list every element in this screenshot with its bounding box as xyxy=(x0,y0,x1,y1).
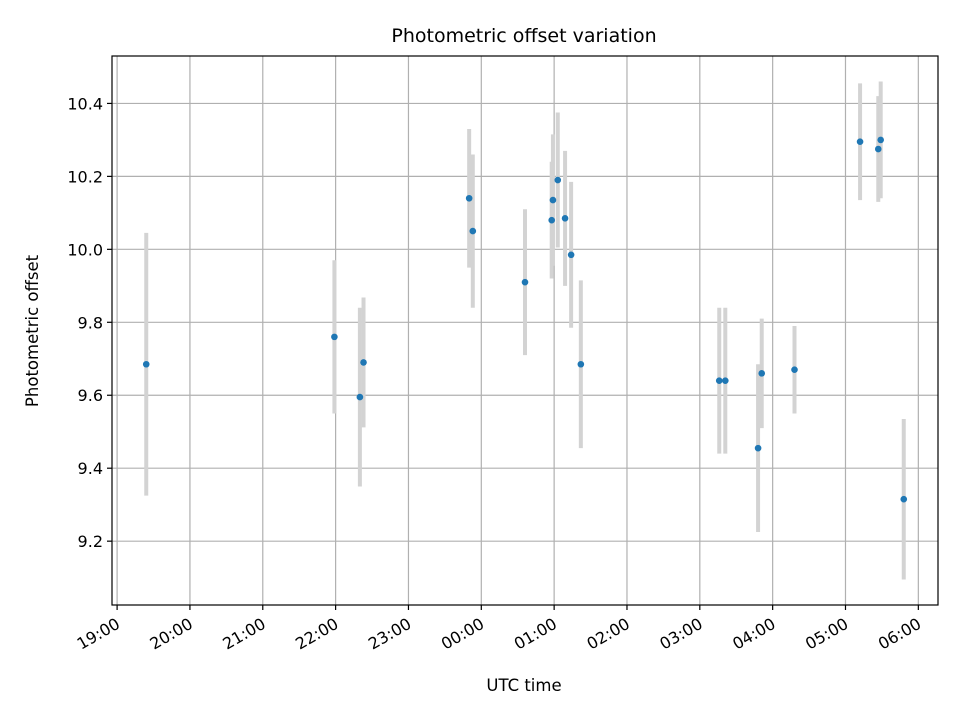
data-point xyxy=(791,366,798,374)
data-point xyxy=(521,278,529,286)
data-point xyxy=(356,393,364,401)
y-tick-label: 9.4 xyxy=(78,459,103,478)
data-point xyxy=(360,359,367,366)
data-points xyxy=(142,136,908,503)
data-point xyxy=(874,145,882,153)
data-point xyxy=(715,377,723,384)
data-point xyxy=(469,227,477,235)
chart-title: Photometric offset variation xyxy=(391,25,656,47)
y-tick-label: 9.6 xyxy=(78,386,103,405)
data-point xyxy=(567,251,575,259)
data-point xyxy=(548,216,556,224)
data-point xyxy=(561,215,569,222)
data-point xyxy=(142,360,150,368)
data-point xyxy=(465,194,473,202)
data-point xyxy=(549,196,557,204)
data-point xyxy=(331,333,338,341)
data-point xyxy=(722,377,729,384)
plot-frame xyxy=(111,55,939,606)
y-tick-label: 10.0 xyxy=(67,240,103,259)
data-point xyxy=(877,136,884,144)
data-point xyxy=(754,444,762,452)
y-axis-ticks: 9.2 9.4 9.6 9.8 10.0 10.2 10.4 xyxy=(67,94,112,551)
x-axis-title: UTC time xyxy=(486,676,561,695)
data-point xyxy=(577,360,585,368)
y-tick-label: 9.8 xyxy=(78,313,103,332)
y-axis-title: Photometric offset xyxy=(23,254,42,407)
data-point xyxy=(554,176,562,184)
y-tick-label: 10.2 xyxy=(67,167,103,186)
data-point xyxy=(900,495,908,503)
data-point xyxy=(856,138,864,146)
data-point xyxy=(758,370,766,377)
y-tick-label: 10.4 xyxy=(67,94,103,113)
y-tick-label: 9.2 xyxy=(78,532,103,551)
